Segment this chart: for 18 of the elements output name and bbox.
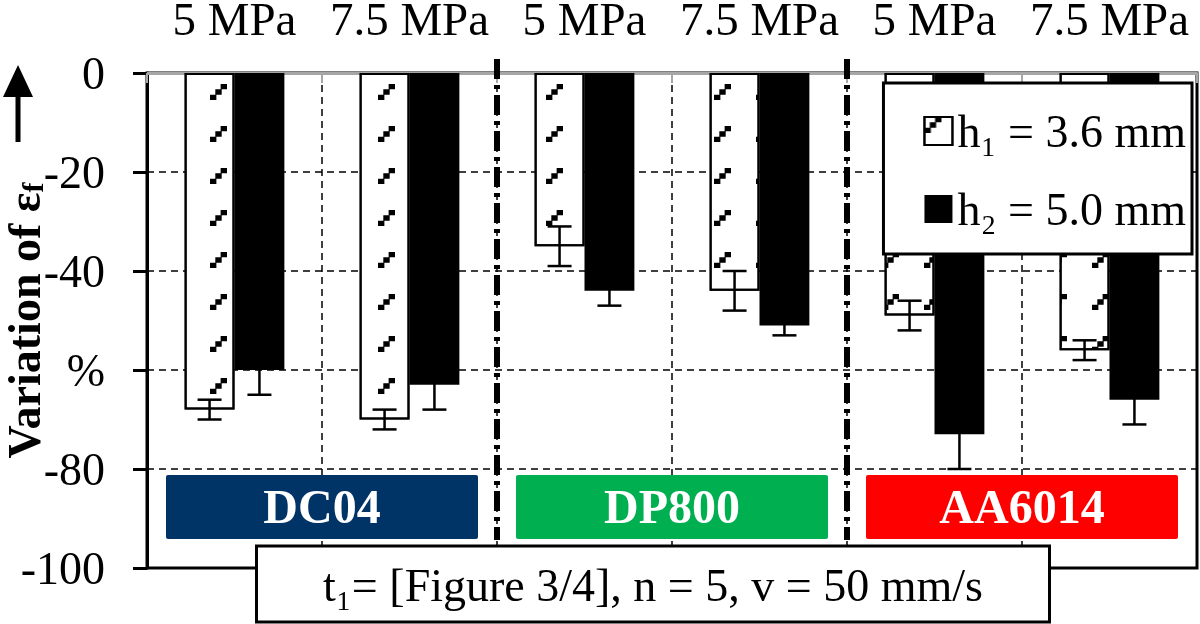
annotation: DP800 [604,480,740,533]
y-tick-label: -20 [43,146,105,198]
annotation: t₁= [Figure 3/4], n = 5, v = 50 mm/s [323,559,983,611]
y-tick-label: -100 [20,542,105,594]
x-tick-label: 7.5 MPa [680,0,840,45]
annotation: DC04 [263,480,381,533]
annotation: AA6014 [939,480,1105,533]
y-tick-label: 0 [82,47,105,99]
y-tick-label: -80 [43,443,105,495]
x-tick-label: 7.5 MPa [1030,0,1190,45]
y-tick-label: -40 [43,245,105,297]
y-tick-label: % [66,344,105,396]
legend-label: h₂ = 5.0 mm [957,183,1187,235]
x-tick-label: 5 MPa [522,0,647,45]
x-tick-label: 5 MPa [872,0,997,45]
x-tick-label: 5 MPa [172,0,297,45]
legend-label: h₁ = 3.6 mm [957,105,1187,157]
x-tick-label: 7.5 MPa [330,0,490,45]
